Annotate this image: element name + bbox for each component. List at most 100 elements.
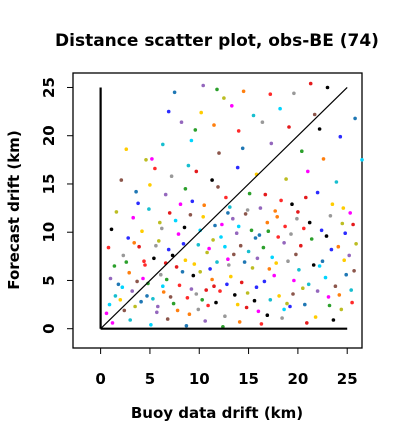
scatter-point	[144, 158, 148, 162]
scatter-point	[232, 252, 236, 257]
scatter-point	[302, 226, 306, 231]
scatter-point	[189, 287, 194, 291]
scatter-point	[211, 238, 215, 242]
scatter-point	[165, 317, 170, 321]
scatter-point	[290, 202, 294, 206]
scatter-point	[266, 229, 271, 233]
scatter-point	[187, 312, 192, 317]
scatter-point	[215, 260, 219, 264]
y-axis-label: Forecast drift (km)	[5, 130, 23, 289]
scatter-point	[317, 127, 322, 131]
scatter-point	[219, 235, 223, 239]
scatter-point	[351, 222, 355, 227]
scatter-point	[143, 263, 147, 267]
scatter-point	[106, 245, 111, 250]
scatter-point	[309, 237, 314, 241]
scatter-point	[275, 215, 280, 219]
scatter-point	[233, 293, 237, 297]
scatter-point	[183, 187, 188, 191]
scatter-point	[247, 191, 252, 196]
scatter-point	[191, 273, 196, 278]
scatter-point	[110, 321, 115, 325]
scatter-point	[249, 228, 254, 233]
scatter-point	[112, 264, 117, 268]
scatter-point	[226, 211, 230, 215]
scatter-point	[154, 243, 158, 248]
scatter-point	[334, 180, 339, 184]
scatter-point	[262, 279, 267, 284]
scatter-point	[190, 199, 195, 204]
scatter-point	[107, 302, 112, 307]
scatter-point	[258, 206, 263, 210]
y-tick-label: 25	[40, 77, 58, 98]
scatter-point	[291, 292, 295, 296]
scatter-point	[166, 247, 171, 252]
scatter-point	[260, 120, 265, 124]
scatter-point	[127, 270, 131, 275]
scatter-point	[194, 169, 199, 174]
scatter-point	[225, 282, 229, 287]
scatter-point	[159, 272, 163, 277]
scatter-point	[352, 269, 356, 273]
scatter-point	[244, 305, 249, 310]
scatter-point	[222, 96, 226, 100]
scatter-point	[151, 297, 155, 301]
scatter-point	[320, 259, 325, 264]
scatter-point	[245, 291, 250, 295]
scatter-point	[137, 244, 141, 249]
scatter-point	[122, 308, 127, 313]
scatter-point	[294, 252, 298, 257]
scatter-point	[145, 294, 149, 298]
scatter-point	[323, 275, 328, 280]
x-tick-label: 5	[145, 370, 155, 388]
scatter-point	[196, 307, 201, 312]
scatter-point	[328, 214, 333, 218]
scatter-point	[295, 216, 299, 221]
scatter-point	[325, 85, 330, 90]
scatter-point	[301, 286, 305, 291]
scatter-point	[217, 151, 221, 155]
scatter-point	[348, 211, 353, 215]
x-tick-label: 25	[337, 370, 358, 388]
scatter-point	[104, 311, 109, 316]
scatter-point	[279, 198, 283, 203]
scatter-point	[315, 289, 320, 293]
points-layer	[104, 81, 364, 329]
scatter-point	[274, 261, 279, 265]
scatter-point	[286, 259, 290, 264]
scatter-point	[226, 257, 230, 262]
scatter-point	[280, 316, 284, 320]
scatter-point	[288, 304, 292, 309]
scatter-point	[312, 112, 317, 117]
scatter-point	[164, 277, 169, 282]
scatter-point	[344, 272, 349, 277]
scatter-point	[152, 256, 156, 261]
scatter-point	[230, 104, 234, 108]
scatter-point	[261, 245, 266, 250]
scatter-point	[256, 309, 261, 314]
scatter-point	[170, 253, 175, 258]
scatter-point	[331, 318, 336, 322]
scatter-point	[212, 123, 216, 127]
scatter-point	[141, 276, 145, 281]
scatter-point	[234, 231, 239, 235]
scatter-point	[192, 262, 197, 266]
scatter-point	[201, 215, 205, 219]
scatter-point	[343, 231, 348, 235]
scatter-point	[235, 165, 240, 170]
scatter-point	[223, 314, 227, 319]
scatter-point	[342, 258, 347, 263]
scatter-point	[238, 243, 243, 248]
scatter-point	[311, 263, 316, 267]
scatter-point	[321, 157, 326, 161]
x-axis: 0 5 10 15 20 25	[95, 348, 358, 388]
scatter-point	[350, 300, 354, 305]
scatter-point	[193, 128, 198, 132]
scatter-point	[135, 279, 139, 284]
scatter-point	[173, 218, 178, 223]
scatter-point	[237, 320, 242, 324]
scatter-point	[347, 253, 352, 258]
scatter-point	[336, 244, 341, 249]
scatter-point	[329, 247, 334, 252]
